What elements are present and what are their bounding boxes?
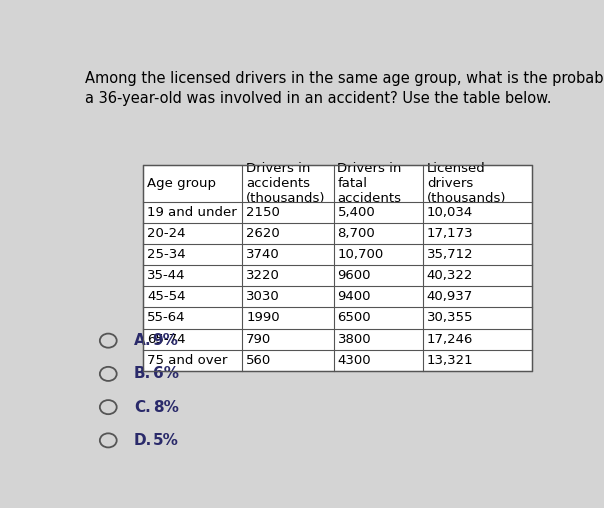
- Text: 8,700: 8,700: [338, 227, 375, 240]
- Text: 790: 790: [246, 333, 271, 345]
- Text: B.: B.: [134, 366, 151, 382]
- Text: C.: C.: [134, 400, 151, 415]
- Text: 10,034: 10,034: [427, 206, 473, 219]
- Text: 17,246: 17,246: [427, 333, 473, 345]
- Text: Drivers in
accidents
(thousands): Drivers in accidents (thousands): [246, 162, 326, 205]
- Text: 4300: 4300: [338, 354, 371, 367]
- Text: 35,712: 35,712: [427, 248, 474, 261]
- Text: 2150: 2150: [246, 206, 280, 219]
- Text: 560: 560: [246, 354, 271, 367]
- Text: Drivers in
fatal
accidents: Drivers in fatal accidents: [338, 162, 402, 205]
- Text: 20-24: 20-24: [147, 227, 185, 240]
- Text: 75 and over: 75 and over: [147, 354, 228, 367]
- Text: 3740: 3740: [246, 248, 280, 261]
- Text: 3220: 3220: [246, 269, 280, 282]
- Text: 17,173: 17,173: [427, 227, 474, 240]
- Text: 5%: 5%: [153, 433, 179, 448]
- Text: 9600: 9600: [338, 269, 371, 282]
- Bar: [143, 165, 532, 371]
- Text: 35-44: 35-44: [147, 269, 185, 282]
- Text: 19 and under: 19 and under: [147, 206, 237, 219]
- Text: 6%: 6%: [153, 366, 179, 382]
- Text: 25-34: 25-34: [147, 248, 186, 261]
- Text: 65-74: 65-74: [147, 333, 185, 345]
- Text: 40,937: 40,937: [427, 291, 473, 303]
- Text: 45-54: 45-54: [147, 291, 185, 303]
- Text: D.: D.: [134, 433, 152, 448]
- Text: 9400: 9400: [338, 291, 371, 303]
- Text: 30,355: 30,355: [427, 311, 474, 325]
- Text: 13,321: 13,321: [427, 354, 474, 367]
- Text: Licensed
drivers
(thousands): Licensed drivers (thousands): [427, 162, 506, 205]
- Text: Age group: Age group: [147, 177, 216, 189]
- Text: 2620: 2620: [246, 227, 280, 240]
- Text: 9%: 9%: [153, 333, 179, 348]
- Text: 8%: 8%: [153, 400, 179, 415]
- Text: 6500: 6500: [338, 311, 371, 325]
- Text: Among the licensed drivers in the same age group, what is the probability that
a: Among the licensed drivers in the same a…: [85, 71, 604, 106]
- Text: A.: A.: [134, 333, 152, 348]
- Text: 3800: 3800: [338, 333, 371, 345]
- Text: 55-64: 55-64: [147, 311, 185, 325]
- Text: 10,700: 10,700: [338, 248, 384, 261]
- Text: 40,322: 40,322: [427, 269, 473, 282]
- Text: 3030: 3030: [246, 291, 280, 303]
- Text: 5,400: 5,400: [338, 206, 375, 219]
- Text: 1990: 1990: [246, 311, 280, 325]
